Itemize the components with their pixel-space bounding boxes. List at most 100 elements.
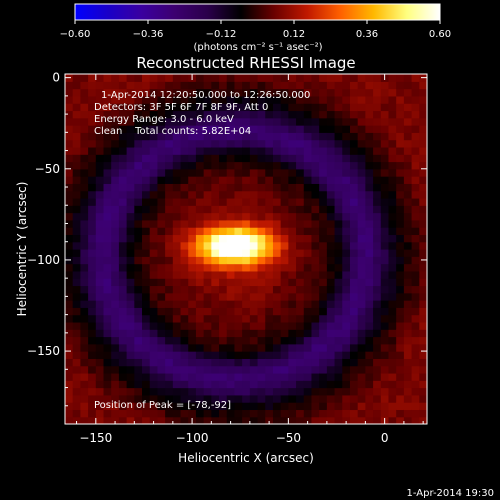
heatmap-cell [180,88,189,97]
heatmap-cell [234,249,243,257]
chart-title: Reconstructed RHESSI Image [136,54,355,72]
heatmap-cell [65,139,74,148]
heatmap-cell [303,329,313,338]
heatmap-cell [249,212,259,221]
heatmap-cell [80,161,89,170]
heatmap-cell [296,205,305,214]
heatmap-cell [272,212,282,221]
heatmap-cell [118,95,128,104]
heatmap-cell [188,285,197,294]
heatmap-cell [357,81,366,90]
heatmap-cell [349,351,359,359]
heatmap-cell [280,219,289,228]
heatmap-cell [311,365,320,374]
heatmap-cell [172,285,182,294]
heatmap-cell [280,117,289,126]
heatmap-cell [219,227,228,236]
heatmap-cell [257,161,266,170]
heatmap-cell [303,321,313,330]
heatmap-cell [180,74,189,82]
heatmap-cell [349,402,359,411]
heatmap-cell [65,241,74,250]
heatmap-cell [265,176,274,184]
heatmap-cell [149,329,159,338]
heatmap-cell [219,168,228,177]
heatmap-cell [65,321,74,330]
heatmap-cell [126,307,135,316]
heatmap-cell [65,380,74,389]
heatmap-cell [288,117,297,126]
heatmap-cell [149,263,159,272]
heatmap-cell [126,351,135,359]
heatmap-cell [188,176,197,184]
heatmap-cell [118,387,128,396]
heatmap-cell [149,270,159,279]
heatmap-cell [188,110,197,119]
heatmap-cell [203,278,212,287]
heatmap-cell [157,343,166,352]
heatmap-cell [311,234,320,243]
heatmap-cell [265,241,274,250]
heatmap-cell [226,372,236,381]
heatmap-cell [165,307,174,316]
heatmap-cell [180,146,189,155]
heatmap-cell [111,81,120,90]
heatmap-cell [349,197,359,206]
heatmap-cell [288,343,297,352]
heatmap-cell [165,81,174,90]
heatmap-cell [211,336,220,345]
heatmap-cell [249,270,259,279]
heatmap-cell [334,190,343,199]
heatmap-cell [149,387,159,396]
heatmap-cell [373,234,382,243]
heatmap-cell [373,227,382,236]
heatmap-cell [249,117,259,126]
heatmap-cell [203,81,212,90]
heatmap-cell [411,387,420,396]
heatmap-cell [342,365,351,374]
heatmap-cell [334,329,343,338]
heatmap-cell [219,81,228,90]
heatmap-cell [319,336,328,345]
heatmap-cell [326,300,336,308]
heatmap-cell [257,278,266,287]
heatmap-cell [180,256,189,265]
heatmap-cell [157,132,166,141]
heatmap-cell [257,234,266,243]
heatmap-cell [257,409,266,418]
heatmap-cell [373,241,382,250]
heatmap-cell [288,146,297,155]
heatmap-cell [288,351,297,359]
heatmap-cell [280,409,289,418]
heatmap-cell [180,278,189,287]
heatmap-cell [411,365,420,374]
heatmap-cell [65,387,74,396]
heatmap-cell [272,110,282,119]
heatmap-cell [88,219,97,228]
heatmap-cell [311,212,320,221]
heatmap-cell [72,278,81,287]
heatmap-cell [72,88,81,97]
heatmap-cell [65,278,74,287]
heatmap-cell [180,329,189,338]
heatmap-cell [226,314,236,323]
heatmap-cell [126,387,135,396]
heatmap-cell [388,278,397,287]
heatmap-cell [211,314,220,323]
x-tick-label: −100 [176,431,209,445]
heatmap-cell [188,132,197,141]
heatmap-cell [334,394,343,403]
heatmap-cell [195,270,205,279]
heatmap-cell [303,270,313,279]
heatmap-cell [380,394,390,403]
heatmap-cell [149,125,159,133]
heatmap-cell [396,117,405,126]
heatmap-cell [380,270,390,279]
heatmap-cell [180,351,189,359]
heatmap-cell [219,285,228,294]
heatmap-cell [211,183,220,192]
heatmap-cell [365,270,374,279]
heatmap-cell [103,81,112,90]
heatmap-cell [296,394,305,403]
heatmap-cell [134,168,143,177]
